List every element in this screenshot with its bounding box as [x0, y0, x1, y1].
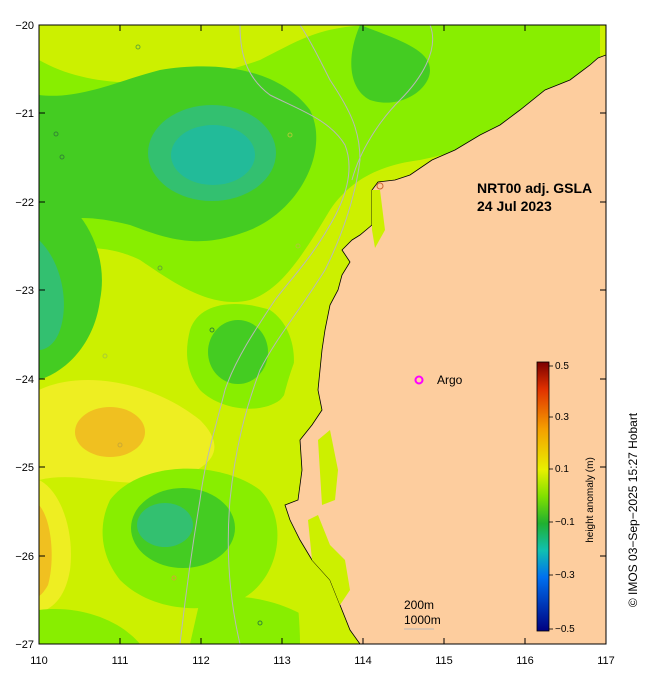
map-title-line1: NRT00 adj. GSLA [477, 180, 592, 196]
y-tick-label: −27 [15, 639, 34, 651]
y-axis [39, 24, 606, 645]
bathymetry-label-200m: 200m [404, 598, 434, 612]
coastal-fringe-south [308, 515, 350, 605]
argo-marker-icon [414, 375, 424, 385]
marker-dot [53, 131, 59, 137]
x-tick-label: 112 [192, 655, 210, 667]
y-tick-label: −24 [15, 374, 34, 386]
x-tick-label: 114 [354, 655, 372, 667]
bathymetry-200m [179, 25, 350, 644]
colorbar-ticks [549, 365, 553, 630]
marker-dot [59, 154, 65, 160]
colorbar [536, 361, 550, 632]
anomaly-lime-sw-corner [39, 609, 140, 644]
x-tick-label: 113 [273, 655, 291, 667]
marker-dot [257, 620, 263, 626]
anomaly-teal-west [39, 240, 64, 350]
x-tick-label: 111 [112, 655, 129, 667]
marker-dot [157, 265, 163, 271]
x-tick-label: 115 [435, 655, 453, 667]
x-tick-label: 117 [597, 655, 615, 667]
bathymetry-1000m [227, 25, 361, 644]
anomaly-orange-sw [75, 407, 145, 457]
colorbar-tick-label: 0.1 [555, 464, 569, 475]
colorbar-tick-label: −0.3 [555, 570, 575, 581]
anomaly-green-central [208, 320, 268, 384]
marker-dot [117, 442, 123, 448]
x-tick-label: 110 [30, 655, 48, 667]
colorbar-tick-label: 0.3 [555, 412, 569, 423]
marker-dot [135, 44, 141, 50]
coastal-fringe-bay [318, 430, 338, 505]
colorbar-label: height anomaly (m) [585, 457, 596, 543]
anomaly-orange-w [39, 505, 52, 596]
bathymetry-200m-ne [351, 25, 434, 181]
marker-dot [171, 575, 177, 581]
map-title-line2: 24 Jul 2023 [477, 198, 552, 214]
colorbar-tick-label: −0.5 [555, 624, 575, 635]
marker-dot [102, 353, 108, 359]
anomaly-green-ne [351, 25, 430, 103]
bathymetry-label-1000m: 1000m [404, 613, 441, 627]
anomaly-eddy-core [171, 125, 255, 185]
land-mass [284, 25, 606, 644]
marker-dot [295, 243, 301, 249]
colorbar-tick-label: −0.1 [555, 517, 575, 528]
y-tick-label: −21 [15, 108, 34, 120]
x-tick-label: 116 [516, 655, 534, 667]
marker-dot [209, 327, 215, 333]
y-tick-label: −20 [15, 20, 34, 32]
y-tick-label: −26 [15, 551, 34, 563]
marker-dot [287, 132, 293, 138]
plot-area [39, 25, 606, 644]
y-tick-label: −25 [15, 462, 34, 474]
plot-frame [38, 24, 607, 645]
coastal-fringe-north [372, 190, 385, 248]
y-tick-label: −22 [15, 197, 34, 209]
y-tick-label: −23 [15, 285, 34, 297]
anomaly-eddy-south-core [137, 503, 193, 547]
marker-dot [376, 182, 384, 190]
colorbar-tick-label: 0.5 [555, 361, 569, 372]
x-axis [38, 25, 607, 644]
argo-label: Argo [437, 373, 463, 387]
credit-text: © IMOS 03−Sep−2025 15:27 Hobart [626, 412, 640, 607]
